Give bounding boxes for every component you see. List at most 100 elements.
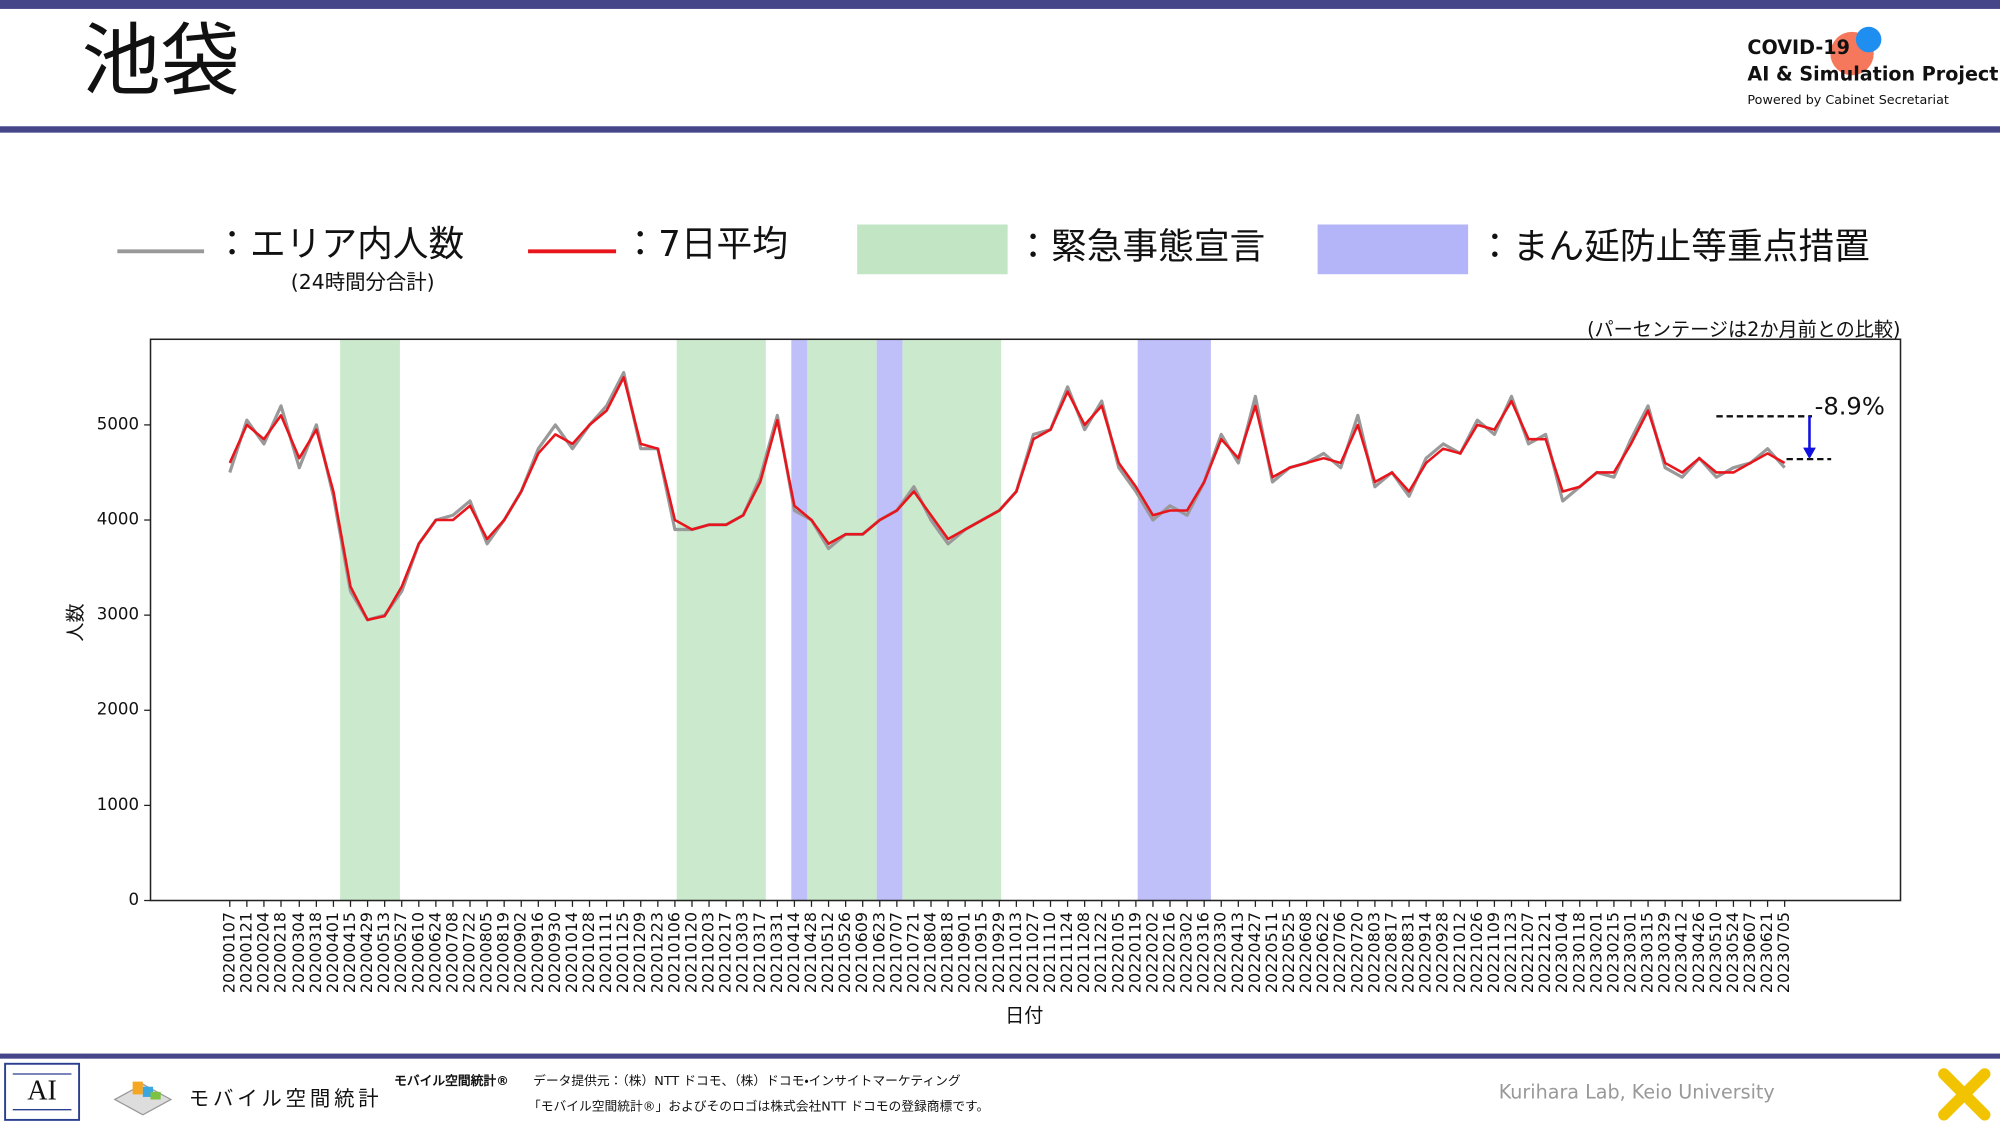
x-tick-label: 20200708	[442, 912, 461, 993]
x-tick-label: 20200819	[494, 912, 513, 993]
footer-text: 「モバイル空間統計®」およびそのロゴは株式会社NTT ドコモの登録商標です。	[528, 1099, 989, 1115]
x-tick-label: 20210526	[835, 912, 854, 993]
x-tick-label: 20200218	[270, 912, 289, 993]
x-tick-label: 20201111	[596, 912, 615, 993]
logo-text: Powered by Cabinet Secretariat	[1747, 93, 1948, 108]
x-tick-label: 20210707	[886, 912, 905, 993]
logo-text: AI & Simulation Project	[1747, 63, 1998, 86]
x-tick-label: 20200318	[306, 912, 325, 993]
x-tick-label: 20210106	[664, 912, 683, 993]
x-tick-label: 20200429	[357, 912, 376, 993]
legend-swatch	[1317, 224, 1469, 275]
ai-logo: AI	[4, 1062, 81, 1121]
plot: 0100020003000400050002020010720200121202…	[97, 338, 1885, 993]
x-tick-label: 20200304	[289, 912, 308, 993]
x-tick-label: 20220105	[1108, 912, 1127, 993]
band	[807, 338, 877, 902]
band	[676, 338, 766, 902]
x-tick-label: 20230329	[1655, 912, 1674, 993]
x-tick-label: 20200805	[477, 912, 496, 993]
legend-label: ：7日平均	[622, 224, 788, 265]
footer-text: データ提供元：（株）NTT ドコモ、（株）ドコモ・インサイトマーケティング	[533, 1073, 961, 1089]
corner-logo	[1938, 1068, 1991, 1121]
x-tick-label: 20230118	[1569, 912, 1588, 993]
x-tick-label: 20210203	[699, 912, 718, 993]
x-tick-label: 20220413	[1228, 912, 1247, 993]
x-tick-label: 20200902	[511, 912, 530, 993]
x-tick-label: 20221109	[1484, 912, 1503, 993]
footer-rule	[0, 1053, 2000, 1059]
x-tick-label: 20210929	[989, 912, 1008, 993]
band	[876, 338, 903, 902]
x-tick-label: 20230524	[1723, 912, 1742, 993]
x-tick-label: 20211124	[1057, 912, 1076, 993]
legend-label: ：エリア内人数	[214, 224, 464, 265]
x-axis-label: 日付	[1005, 1004, 1043, 1027]
x-tick-label: 20221207	[1518, 912, 1537, 993]
x-tick-label: 20230315	[1638, 912, 1657, 993]
chart-note: (パーセンテージは2か月前との比較)	[1587, 318, 1900, 341]
x-tick-label: 20210623	[869, 912, 888, 993]
x-tick-label: 20200121	[236, 912, 255, 993]
svg-text:AI: AI	[27, 1076, 57, 1107]
brand-logo	[113, 1081, 173, 1116]
band	[902, 338, 1002, 902]
legend-label: ：まん延防止等重点措置	[1477, 227, 1870, 268]
x-tick-label: 20200415	[340, 912, 359, 993]
x-tick-label: 20201014	[562, 912, 581, 993]
x-tick-label: 20211208	[1074, 912, 1093, 993]
x-tick-label: 20211027	[1023, 912, 1042, 993]
footer-text: モバイル空間統計®	[394, 1073, 509, 1089]
x-tick-label: 20200624	[425, 912, 444, 993]
x-tick-label: 20210120	[681, 912, 700, 993]
x-tick-label: 20220525	[1279, 912, 1298, 993]
x-tick-label: 20220511	[1262, 912, 1281, 993]
x-tick-label: 20230201	[1586, 912, 1605, 993]
x-tick-label: 20200513	[374, 912, 393, 993]
band	[791, 338, 808, 902]
x-tick-label: 20230104	[1552, 912, 1571, 993]
x-tick-label: 20201223	[647, 912, 666, 993]
x-tick-label: 20201209	[630, 912, 649, 993]
x-tick-label: 20210818	[938, 912, 957, 993]
x-tick-label: 20210721	[903, 912, 922, 993]
x-tick-label: 20220831	[1399, 912, 1418, 993]
x-tick-label: 20220119	[1125, 912, 1144, 993]
x-tick-label: 20200930	[545, 912, 564, 993]
logo-dot	[1855, 26, 1882, 53]
x-tick-label: 20201028	[579, 912, 598, 993]
x-tick-label: 20221221	[1535, 912, 1554, 993]
x-tick-label: 20220427	[1245, 912, 1264, 993]
x-tick-label: 20220302	[1177, 912, 1196, 993]
slide-title: 池袋	[82, 15, 240, 107]
x-tick-label: 20210901	[955, 912, 974, 993]
x-tick-label: 20220202	[1142, 912, 1161, 993]
lab-credit: Kurihara Lab, Keio University	[1499, 1081, 1775, 1104]
x-tick-label: 20220216	[1160, 912, 1179, 993]
x-tick-label: 20210217	[716, 912, 735, 993]
series-line	[228, 370, 1786, 622]
x-tick-label: 20210609	[852, 912, 871, 993]
x-tick-label: 20210512	[818, 912, 837, 993]
x-tick-label: 20221026	[1467, 912, 1486, 993]
y-tick-label: 3000	[97, 605, 139, 624]
x-tick-label: 20221012	[1450, 912, 1469, 993]
annotation-label: -8.9%	[1815, 392, 1885, 420]
legend-note: (24時間分合計)	[291, 270, 435, 294]
y-axis-label: 人数	[64, 603, 87, 641]
x-tick-label: 20210317	[750, 912, 769, 993]
logo-text: COVID-19	[1747, 36, 1849, 59]
x-tick-label: 20210331	[767, 912, 786, 993]
x-tick-label: 20230412	[1672, 912, 1691, 993]
x-tick-label: 20211013	[1006, 912, 1025, 993]
x-tick-label: 20200610	[408, 912, 427, 993]
x-tick-label: 20200107	[219, 912, 238, 993]
x-tick-label: 20201125	[613, 912, 632, 993]
x-tick-label: 20220706	[1330, 912, 1349, 993]
x-tick-label: 20220330	[1211, 912, 1230, 993]
x-tick-label: 20210915	[972, 912, 991, 993]
x-tick-label: 20211110	[1040, 912, 1059, 993]
x-tick-label: 20210804	[920, 912, 939, 993]
